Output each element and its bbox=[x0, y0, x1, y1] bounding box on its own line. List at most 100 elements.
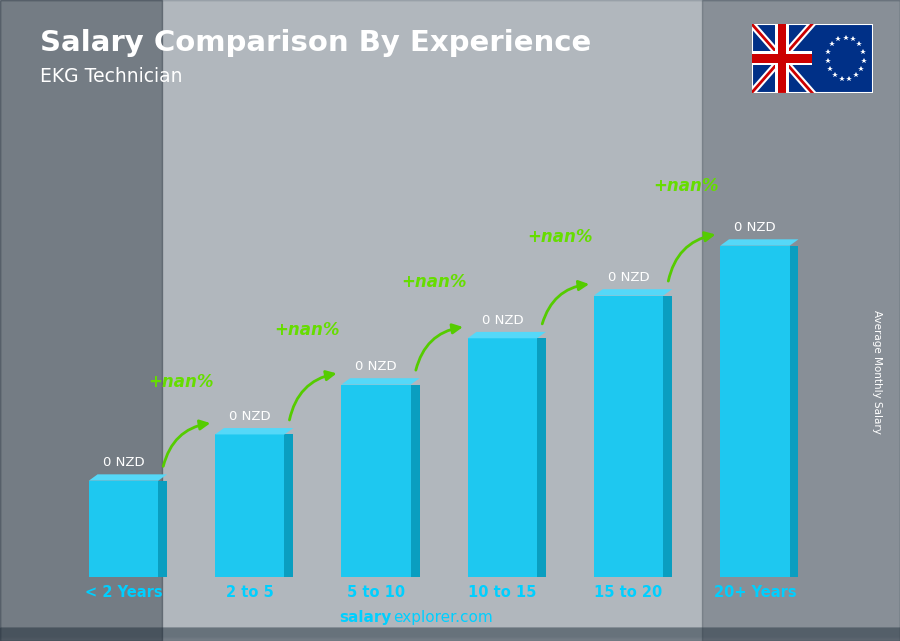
Text: Salary Comparison By Experience: Salary Comparison By Experience bbox=[40, 29, 592, 57]
Bar bbox=[0, 629, 900, 635]
Bar bbox=[0, 630, 900, 637]
Text: 0 NZD: 0 NZD bbox=[608, 271, 650, 284]
Bar bbox=[0, 629, 900, 636]
Text: 0 NZD: 0 NZD bbox=[229, 410, 271, 422]
Bar bbox=[0, 631, 900, 638]
Bar bbox=[0, 635, 900, 641]
Bar bbox=[0, 629, 900, 636]
Bar bbox=[0, 630, 900, 637]
Bar bbox=[0, 630, 900, 637]
Polygon shape bbox=[789, 246, 798, 577]
Bar bbox=[0, 628, 900, 635]
Bar bbox=[0, 634, 900, 640]
Bar bbox=[0, 629, 900, 635]
Bar bbox=[0, 633, 900, 640]
Bar bbox=[0, 634, 900, 640]
Bar bbox=[0, 630, 900, 637]
Polygon shape bbox=[158, 481, 167, 577]
Bar bbox=[0, 631, 900, 638]
Bar bbox=[0, 633, 900, 639]
Bar bbox=[0, 628, 900, 635]
Bar bbox=[0, 629, 900, 636]
FancyBboxPatch shape bbox=[594, 296, 663, 577]
Bar bbox=[0, 633, 900, 640]
Bar bbox=[0, 635, 900, 641]
Text: +nan%: +nan% bbox=[653, 177, 719, 195]
Bar bbox=[0, 631, 900, 637]
Bar bbox=[0, 628, 900, 635]
Bar bbox=[0, 629, 900, 636]
Bar bbox=[0, 631, 900, 638]
Bar bbox=[0, 631, 900, 637]
Bar bbox=[0, 631, 900, 637]
Bar bbox=[0, 632, 900, 638]
Bar bbox=[0, 633, 900, 640]
Bar bbox=[0, 629, 900, 635]
Bar bbox=[0, 630, 900, 637]
Polygon shape bbox=[468, 332, 546, 338]
Bar bbox=[0, 630, 900, 637]
Polygon shape bbox=[215, 428, 293, 435]
Bar bbox=[0, 633, 900, 639]
Bar bbox=[0, 632, 900, 638]
Bar bbox=[0, 635, 900, 641]
Bar bbox=[0, 629, 900, 636]
Bar bbox=[752, 54, 812, 63]
Text: 0 NZD: 0 NZD bbox=[482, 313, 523, 326]
Bar bbox=[0, 634, 900, 640]
Bar bbox=[0, 632, 900, 638]
Bar bbox=[0, 632, 900, 638]
Bar bbox=[0, 631, 900, 637]
Bar bbox=[0, 629, 900, 635]
Bar bbox=[0, 631, 900, 638]
FancyBboxPatch shape bbox=[720, 246, 789, 577]
Bar bbox=[0, 633, 900, 640]
Bar bbox=[0, 633, 900, 639]
Bar bbox=[0, 629, 900, 635]
Bar bbox=[778, 24, 786, 93]
Bar bbox=[0, 632, 900, 638]
Polygon shape bbox=[410, 385, 419, 577]
Polygon shape bbox=[720, 239, 798, 246]
Bar bbox=[0, 629, 900, 635]
Bar bbox=[0, 633, 900, 639]
Bar bbox=[0, 631, 900, 637]
Bar bbox=[0, 633, 900, 639]
Bar bbox=[0, 629, 900, 636]
Bar bbox=[0, 631, 900, 638]
Bar bbox=[0, 633, 900, 640]
Bar bbox=[0, 631, 900, 638]
Text: +nan%: +nan% bbox=[274, 321, 340, 339]
Text: 0 NZD: 0 NZD bbox=[103, 456, 144, 469]
Text: EKG Technician: EKG Technician bbox=[40, 67, 183, 87]
Polygon shape bbox=[284, 435, 293, 577]
Bar bbox=[0, 629, 900, 636]
Bar bbox=[0, 628, 900, 635]
Bar bbox=[0, 632, 900, 638]
Bar bbox=[0, 632, 900, 638]
Bar bbox=[0, 631, 900, 637]
Polygon shape bbox=[341, 378, 419, 385]
Polygon shape bbox=[537, 338, 546, 577]
Bar bbox=[0, 631, 900, 637]
Bar bbox=[752, 51, 812, 65]
Bar bbox=[0, 632, 900, 638]
Bar bbox=[0, 634, 900, 640]
Bar bbox=[0, 630, 900, 637]
Bar bbox=[0, 631, 900, 637]
Bar bbox=[0, 633, 900, 640]
Polygon shape bbox=[89, 474, 167, 481]
Bar bbox=[775, 24, 789, 93]
Bar bbox=[0, 630, 900, 637]
Polygon shape bbox=[594, 289, 672, 296]
Bar bbox=[0, 633, 900, 640]
Bar bbox=[0, 629, 900, 636]
Bar bbox=[0, 629, 900, 636]
Text: +nan%: +nan% bbox=[148, 372, 213, 390]
Bar bbox=[702, 0, 900, 641]
Bar bbox=[0, 631, 900, 638]
Bar bbox=[0, 632, 900, 638]
Bar bbox=[0, 633, 900, 640]
Bar bbox=[0, 629, 900, 635]
Bar bbox=[0, 633, 900, 639]
